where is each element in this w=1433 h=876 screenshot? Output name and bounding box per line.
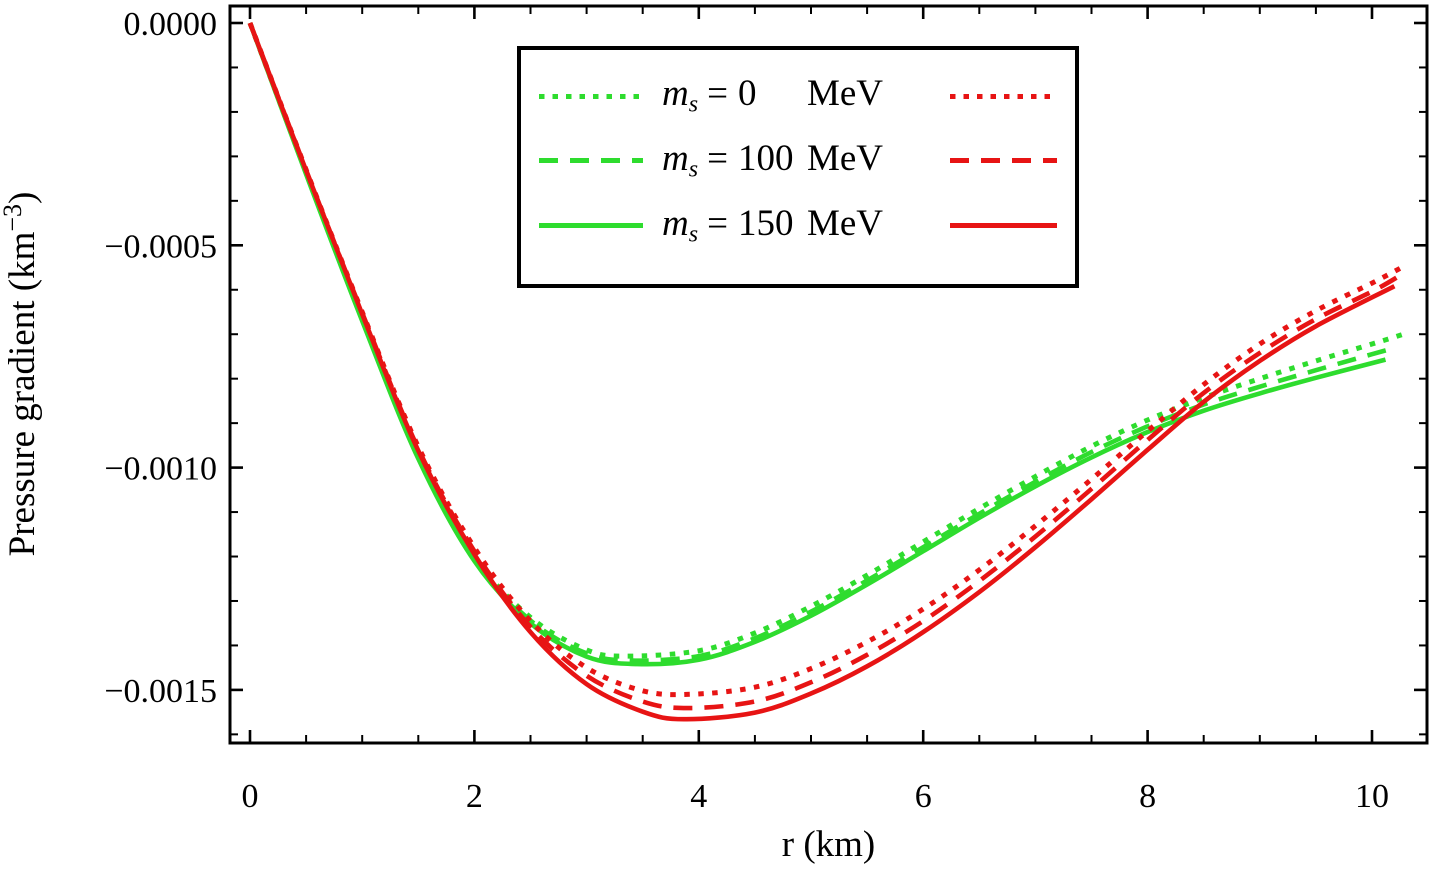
y-tick-label: −0.0005 — [104, 228, 217, 265]
y-tick-label: 0.0000 — [124, 6, 218, 43]
legend-line-red-dashed — [950, 158, 1057, 164]
equals-sign: = — [707, 138, 728, 180]
legend-label-ms100: ms = 100 MeV — [662, 140, 950, 182]
x-tick-label: 4 — [690, 778, 707, 815]
legend-line-green-dotted — [539, 93, 643, 99]
legend-row-ms0: ms = 0 MeV — [521, 75, 1075, 117]
legend-label-ms150: ms = 150 MeV — [662, 205, 950, 247]
legend-line-red-dotted — [950, 93, 1057, 99]
equals-sign: = — [707, 73, 728, 115]
tick-labels: 0 2 4 6 8 10 0.0000 −0.0005 −0.0010 −0.0015 — [104, 6, 1389, 815]
ms-symbol: m — [662, 73, 689, 115]
ms-unit: MeV — [806, 203, 883, 245]
x-tick-label: 2 — [466, 778, 483, 815]
ms-subscript: s — [688, 156, 699, 183]
x-tick-label: 10 — [1355, 778, 1389, 815]
ms-symbol: m — [662, 138, 689, 180]
y-tick-label: −0.0015 — [104, 673, 217, 710]
ms-unit: MeV — [806, 138, 883, 180]
legend-label-ms0: ms = 0 MeV — [662, 75, 950, 117]
x-tick-label: 6 — [915, 778, 932, 815]
legend-row-ms150: ms = 150 MeV — [521, 205, 1075, 247]
curves — [247, 22, 1407, 722]
legend-line-green-dashed — [539, 158, 643, 164]
ms-value: 0 — [737, 73, 757, 115]
ms-subscript: s — [688, 91, 699, 118]
curve-red-solid — [247, 22, 1396, 722]
legend-line-green-solid — [539, 223, 643, 229]
equals-sign: = — [707, 203, 728, 245]
ms-unit: MeV — [806, 73, 883, 115]
ms-value: 100 — [737, 138, 794, 180]
ms-subscript: s — [688, 221, 699, 248]
ms-value: 150 — [737, 203, 794, 245]
axis-ticks — [230, 6, 1427, 743]
legend-box: ms = 0 MeV ms = 100 MeV ms = 150 MeV — [517, 46, 1079, 288]
x-tick-label: 0 — [242, 778, 259, 815]
legend-row-ms100: ms = 100 MeV — [521, 140, 1075, 182]
curve-green-dotted — [247, 22, 1405, 659]
legend-line-red-solid — [950, 223, 1057, 229]
x-axis-label: r (km) — [782, 824, 876, 865]
curve-green-solid — [247, 22, 1387, 667]
y-axis-label: Pressure gradient (km−3) — [0, 192, 43, 557]
ms-symbol: m — [662, 203, 689, 245]
plot-frame — [228, 4, 1429, 745]
x-tick-label: 8 — [1139, 778, 1156, 815]
y-tick-label: −0.0010 — [104, 451, 217, 488]
